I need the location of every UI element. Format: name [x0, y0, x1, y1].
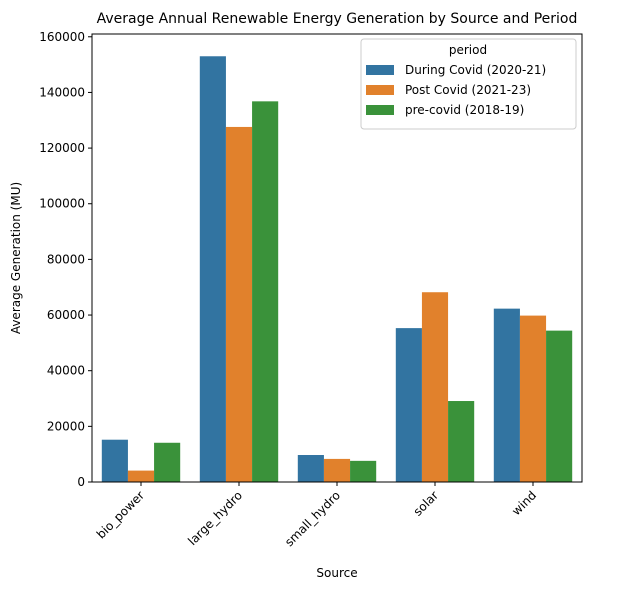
bar-small_hydro-series-1 — [323, 458, 351, 482]
legend-label: During Covid (2020-21) — [405, 63, 546, 77]
y-tick-label: 100000 — [39, 197, 85, 211]
bar-wind-series-2 — [546, 330, 573, 482]
legend-title: period — [449, 43, 487, 57]
x-tick-label: wind — [509, 488, 539, 518]
y-tick-label: 160000 — [39, 30, 85, 44]
y-tick-label: 60000 — [47, 308, 85, 322]
y-tick-label: 0 — [77, 475, 85, 489]
x-axis: bio_power large_hydro small_hydro solar wind — [94, 482, 539, 549]
y-axis-title: Average Generation (MU) — [9, 182, 23, 334]
bar-large_hydro-series-0 — [199, 56, 226, 483]
x-tick-label: large_hydro — [185, 488, 245, 548]
bar-bio_power-series-0 — [101, 439, 128, 482]
bar-small_hydro-series-0 — [297, 455, 324, 482]
bar-solar-series-2 — [448, 401, 475, 482]
y-tick-label: 80000 — [47, 252, 85, 266]
bar-small_hydro-series-2 — [350, 460, 377, 482]
bar-solar-series-0 — [395, 328, 422, 482]
y-axis: 0 20000 40000 60000 80000 100000 120000 140000 1… — [39, 30, 92, 489]
legend: period During Covid (2020-21) Post Covid … — [360, 38, 577, 130]
x-tick-label: bio_power — [94, 488, 147, 541]
bar-bio_power-series-1 — [127, 470, 155, 482]
bar-large_hydro-series-2 — [252, 101, 279, 483]
legend-label: Post Covid (2021-23) — [405, 83, 531, 97]
bar-wind-series-0 — [493, 308, 520, 482]
y-tick-label: 120000 — [39, 141, 85, 155]
bar-wind-series-1 — [519, 315, 547, 482]
y-tick-label: 40000 — [47, 364, 85, 378]
legend-frame — [360, 38, 577, 130]
chart-title: Average Annual Renewable Energy Generati… — [97, 11, 578, 27]
legend-label: pre-covid (2018-19) — [405, 103, 524, 117]
legend-swatch — [366, 85, 394, 95]
y-tick-label: 20000 — [47, 419, 85, 433]
bar-bio_power-series-2 — [154, 442, 181, 482]
bar-large_hydro-series-1 — [225, 126, 253, 482]
bars-group — [101, 56, 573, 483]
x-tick-label: small_hydro — [282, 488, 343, 549]
legend-swatch — [366, 65, 394, 75]
y-tick-label: 140000 — [39, 85, 85, 99]
x-tick-label: solar — [411, 488, 442, 519]
legend-items: During Covid (2020-21) Post Covid (2021-2… — [366, 63, 546, 117]
bar-solar-series-1 — [421, 292, 449, 482]
x-axis-title: Source — [316, 566, 357, 580]
legend-swatch — [366, 105, 394, 115]
